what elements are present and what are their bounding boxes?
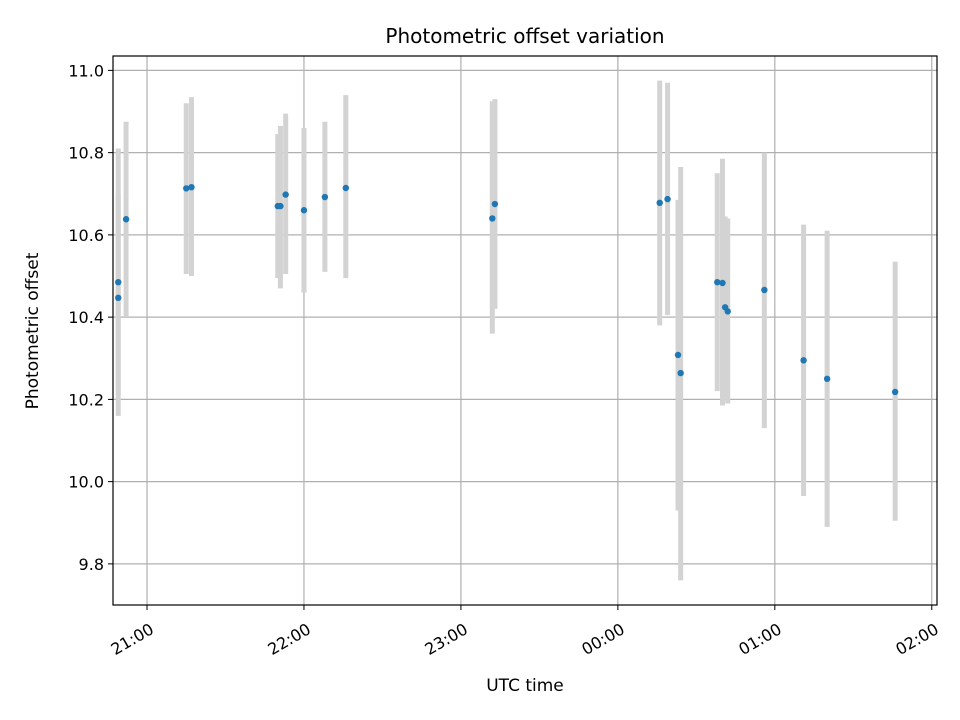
x-tick-label: 00:00 bbox=[578, 619, 627, 659]
y-tick-label: 10.6 bbox=[68, 226, 104, 245]
data-point bbox=[823, 375, 831, 383]
data-point bbox=[122, 216, 130, 223]
data-point bbox=[724, 308, 731, 315]
chart-title: Photometric offset variation bbox=[385, 24, 664, 48]
data-point bbox=[342, 184, 350, 192]
data-point bbox=[277, 202, 284, 210]
data-points bbox=[115, 183, 899, 396]
y-axis-title: Photometric offset bbox=[23, 252, 43, 409]
y-axis-ticks: 9.8 10.0 10.2 10.4 10.6 10.8 11.0 bbox=[68, 61, 113, 574]
data-point bbox=[891, 388, 899, 396]
data-point bbox=[491, 200, 499, 208]
data-point bbox=[321, 193, 329, 201]
x-axis-title: UTC time bbox=[486, 676, 564, 696]
data-point bbox=[664, 195, 671, 203]
data-point bbox=[115, 278, 122, 286]
x-tick-label: 22:00 bbox=[265, 619, 314, 659]
x-axis-ticks: 21:00 22:00 23:00 00:00 01:00 02:00 bbox=[108, 605, 942, 659]
y-tick-label: 11.0 bbox=[68, 61, 104, 80]
x-tick-label: 23:00 bbox=[421, 619, 470, 659]
y-tick-label: 10.8 bbox=[68, 144, 104, 163]
data-point bbox=[714, 278, 721, 286]
data-point bbox=[188, 183, 195, 191]
data-point bbox=[674, 351, 682, 359]
data-point bbox=[300, 207, 308, 214]
data-point bbox=[761, 286, 768, 294]
data-point bbox=[183, 185, 190, 192]
y-tick-label: 9.8 bbox=[79, 555, 104, 574]
y-tick-label: 10.4 bbox=[68, 308, 104, 327]
y-tick-label: 10.2 bbox=[68, 390, 104, 409]
data-point bbox=[282, 191, 289, 198]
x-tick-label: 02:00 bbox=[892, 619, 941, 659]
data-point bbox=[800, 357, 807, 364]
data-point bbox=[719, 279, 726, 287]
data-point bbox=[115, 294, 122, 302]
data-point bbox=[656, 199, 663, 207]
data-point bbox=[677, 369, 684, 377]
x-tick-label: 21:00 bbox=[108, 619, 157, 659]
grid bbox=[113, 56, 937, 605]
x-tick-label: 01:00 bbox=[735, 619, 784, 659]
error-bars bbox=[115, 80, 898, 581]
y-tick-label: 10.0 bbox=[68, 473, 104, 492]
data-point bbox=[489, 215, 496, 222]
plot-frame bbox=[112, 55, 938, 606]
